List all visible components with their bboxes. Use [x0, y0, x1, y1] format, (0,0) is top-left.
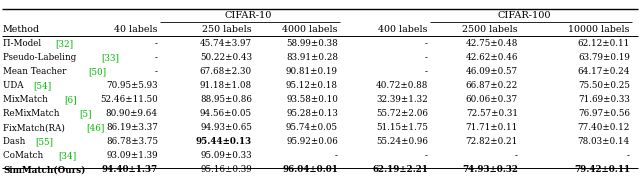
Text: 58.99±0.38: 58.99±0.38	[286, 39, 338, 49]
Text: ReMixMatch: ReMixMatch	[3, 110, 62, 118]
Text: 62.12±0.11: 62.12±0.11	[578, 39, 630, 49]
Text: 78.03±0.14: 78.03±0.14	[578, 137, 630, 147]
Text: 60.06±0.37: 60.06±0.37	[466, 95, 518, 105]
Text: 62.19±2.21: 62.19±2.21	[372, 166, 428, 174]
Text: Pseudo-Labeling: Pseudo-Labeling	[3, 54, 79, 62]
Text: -: -	[155, 68, 158, 76]
Text: 77.40±0.12: 77.40±0.12	[578, 124, 630, 132]
Text: 95.74±0.05: 95.74±0.05	[286, 124, 338, 132]
Text: 45.74±3.97: 45.74±3.97	[200, 39, 252, 49]
Text: [33]: [33]	[101, 54, 119, 62]
Text: 64.17±0.24: 64.17±0.24	[577, 68, 630, 76]
Text: 83.91±0.28: 83.91±0.28	[286, 54, 338, 62]
Text: [54]: [54]	[33, 81, 51, 91]
Text: MixMatch: MixMatch	[3, 95, 51, 105]
Text: 71.71±0.11: 71.71±0.11	[466, 124, 518, 132]
Text: -: -	[425, 152, 428, 161]
Text: 86.78±3.75: 86.78±3.75	[106, 137, 158, 147]
Text: CIFAR-10: CIFAR-10	[224, 12, 272, 20]
Text: 94.56±0.05: 94.56±0.05	[200, 110, 252, 118]
Text: 93.58±0.10: 93.58±0.10	[286, 95, 338, 105]
Text: 96.04±0.01: 96.04±0.01	[282, 166, 338, 174]
Text: FixMatch(RA): FixMatch(RA)	[3, 124, 68, 132]
Text: -: -	[425, 68, 428, 76]
Text: 86.19±3.37: 86.19±3.37	[106, 124, 158, 132]
Text: 55.24±0.96: 55.24±0.96	[376, 137, 428, 147]
Text: 2500 labels: 2500 labels	[462, 25, 518, 33]
Text: 250 labels: 250 labels	[202, 25, 252, 33]
Text: 93.09±1.39: 93.09±1.39	[106, 152, 158, 161]
Text: 42.62±0.46: 42.62±0.46	[465, 54, 518, 62]
Text: 10000 labels: 10000 labels	[568, 25, 630, 33]
Text: 46.09±0.57: 46.09±0.57	[466, 68, 518, 76]
Text: Method: Method	[3, 25, 40, 33]
Text: 55.72±2.06: 55.72±2.06	[376, 110, 428, 118]
Text: 50.22±0.43: 50.22±0.43	[200, 54, 252, 62]
Text: 79.42±0.11: 79.42±0.11	[574, 166, 630, 174]
Text: 76.97±0.56: 76.97±0.56	[578, 110, 630, 118]
Text: 42.75±0.48: 42.75±0.48	[466, 39, 518, 49]
Text: 80.90±9.64: 80.90±9.64	[106, 110, 158, 118]
Text: 95.28±0.13: 95.28±0.13	[286, 110, 338, 118]
Text: -: -	[335, 152, 338, 161]
Text: 66.87±0.22: 66.87±0.22	[466, 81, 518, 91]
Text: 67.68±2.30: 67.68±2.30	[200, 68, 252, 76]
Text: 95.16±0.39: 95.16±0.39	[200, 166, 252, 174]
Text: 4000 labels: 4000 labels	[282, 25, 338, 33]
Text: -: -	[155, 54, 158, 62]
Text: 94.40±1.37: 94.40±1.37	[102, 166, 158, 174]
Text: UDA: UDA	[3, 81, 26, 91]
Text: Dash: Dash	[3, 137, 28, 147]
Text: -: -	[155, 39, 158, 49]
Text: 40.72±0.88: 40.72±0.88	[376, 81, 428, 91]
Text: 32.39±1.32: 32.39±1.32	[376, 95, 428, 105]
Text: 71.69±0.33: 71.69±0.33	[578, 95, 630, 105]
Text: -: -	[425, 39, 428, 49]
Text: Π-Model: Π-Model	[3, 39, 44, 49]
Text: 95.12±0.18: 95.12±0.18	[286, 81, 338, 91]
Text: 72.82±0.21: 72.82±0.21	[466, 137, 518, 147]
Text: 94.93±0.65: 94.93±0.65	[200, 124, 252, 132]
Text: 63.79±0.19: 63.79±0.19	[578, 54, 630, 62]
Text: 74.93±0.32: 74.93±0.32	[462, 166, 518, 174]
Text: [55]: [55]	[35, 137, 53, 147]
Text: Mean Teacher: Mean Teacher	[3, 68, 69, 76]
Text: 70.95±5.93: 70.95±5.93	[106, 81, 158, 91]
Text: 52.46±11.50: 52.46±11.50	[100, 95, 158, 105]
Text: [34]: [34]	[58, 152, 77, 161]
Text: SimMatch(Ours): SimMatch(Ours)	[3, 166, 85, 174]
Text: 51.15±1.75: 51.15±1.75	[376, 124, 428, 132]
Text: 95.09±0.33: 95.09±0.33	[200, 152, 252, 161]
Text: 88.95±0.86: 88.95±0.86	[200, 95, 252, 105]
Text: -: -	[627, 152, 630, 161]
Text: 95.92±0.06: 95.92±0.06	[286, 137, 338, 147]
Text: 75.50±0.25: 75.50±0.25	[578, 81, 630, 91]
Text: 400 labels: 400 labels	[378, 25, 428, 33]
Text: -: -	[515, 152, 518, 161]
Text: 72.57±0.31: 72.57±0.31	[466, 110, 518, 118]
Text: 91.18±1.08: 91.18±1.08	[200, 81, 252, 91]
Text: CIFAR-100: CIFAR-100	[497, 12, 551, 20]
Text: 90.81±0.19: 90.81±0.19	[286, 68, 338, 76]
Text: -: -	[425, 54, 428, 62]
Text: CoMatch: CoMatch	[3, 152, 46, 161]
Text: 95.44±0.13: 95.44±0.13	[196, 137, 252, 147]
Text: [5]: [5]	[79, 110, 92, 118]
Text: [46]: [46]	[86, 124, 105, 132]
Text: [32]: [32]	[56, 39, 74, 49]
Text: [6]: [6]	[65, 95, 77, 105]
Text: [50]: [50]	[88, 68, 106, 76]
Text: 40 labels: 40 labels	[115, 25, 158, 33]
